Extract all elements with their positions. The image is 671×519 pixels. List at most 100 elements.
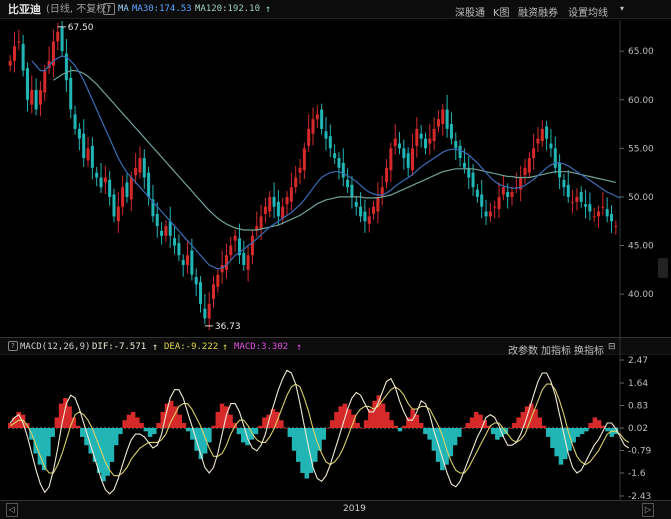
candle-down <box>609 213 614 222</box>
dea-arrow-icon: ↑ <box>222 342 229 353</box>
candle-up <box>259 216 263 229</box>
candle-down <box>147 172 151 197</box>
macd-bar-negative <box>550 428 555 448</box>
candle-down <box>34 90 38 110</box>
macd-bar-positive <box>516 417 521 428</box>
candle-down <box>462 162 466 168</box>
macd-bar-negative <box>101 428 106 482</box>
help-icon[interactable]: ? <box>103 3 115 15</box>
candle-up <box>536 138 540 144</box>
macd-bar-positive <box>401 425 407 428</box>
macd-bar-negative <box>253 428 259 435</box>
candle-up <box>389 148 393 171</box>
candle-up <box>501 187 505 195</box>
candle-down <box>566 184 570 197</box>
candle-down <box>506 192 510 197</box>
macd-bar-negative <box>495 428 500 440</box>
macd-bar-negative <box>147 428 153 437</box>
button-k-chart[interactable]: K图 <box>493 8 510 19</box>
candle-up <box>315 114 319 120</box>
candle-up <box>289 187 293 202</box>
macd-bar-positive <box>529 403 534 428</box>
candle-up <box>298 167 302 173</box>
candle-up <box>523 167 527 176</box>
button-set-ma[interactable]: 设置均线 <box>568 8 608 19</box>
candle-up <box>216 274 220 287</box>
macd-bar-negative <box>33 428 38 454</box>
chevron-down-icon[interactable]: ▾ <box>620 4 625 13</box>
candle-up <box>488 211 492 217</box>
dea-line <box>9 383 630 477</box>
macd-bar-negative <box>300 428 305 473</box>
macd-bar-negative <box>427 428 432 440</box>
macd-tick-label: -2.43 <box>628 492 651 500</box>
macd-bar-negative <box>431 428 437 451</box>
macd-bar-negative <box>571 428 576 443</box>
button-shenguotong[interactable]: 深股通 <box>455 8 485 19</box>
ma120-line <box>53 70 616 231</box>
candle-up <box>47 60 51 69</box>
candle-up <box>134 167 138 176</box>
macd-bar-negative <box>109 428 115 462</box>
candle-down <box>108 179 112 197</box>
macd-tick-label: -0.79 <box>628 446 652 456</box>
candle-down <box>423 138 427 149</box>
macd-bar-negative <box>198 428 204 460</box>
macd-bar-positive <box>512 423 517 428</box>
ma-prefix: MA <box>118 4 129 14</box>
candle-down <box>605 209 609 217</box>
year-label: 2019 <box>343 504 366 514</box>
scroll-right-button[interactable]: ▷ <box>642 503 654 517</box>
candle-up <box>12 46 17 61</box>
price-tick-label: 55.00 <box>628 144 654 154</box>
macd-bar-positive <box>228 414 233 428</box>
button-switch-indicator[interactable]: 换指标 <box>574 346 604 357</box>
macd-bar-negative <box>440 428 445 471</box>
macd-bar-positive <box>130 411 136 428</box>
candle-up <box>229 245 233 256</box>
dif-line <box>9 369 630 495</box>
candle-down <box>168 221 172 236</box>
candle-down <box>203 308 207 319</box>
macd-bar-positive <box>596 420 602 428</box>
candle-up <box>285 196 289 205</box>
button-add-indicator[interactable]: 加指标 <box>541 346 571 357</box>
candle-up <box>493 206 497 208</box>
candle-down <box>199 281 203 304</box>
scroll-left-button[interactable]: ◁ <box>6 503 18 517</box>
candle-up <box>38 90 42 105</box>
macd-bar-negative <box>397 428 403 432</box>
macd-bar-positive <box>478 414 483 428</box>
macd-bar-positive <box>211 425 216 428</box>
side-panel-handle[interactable] <box>658 258 668 278</box>
candle-up <box>575 196 579 202</box>
candle-down <box>25 68 29 100</box>
candle-down <box>77 128 81 139</box>
candle-down <box>584 204 588 207</box>
macd-help-icon[interactable]: ? <box>8 341 18 351</box>
macd-bar-positive <box>63 398 68 428</box>
macd-bar-negative <box>558 428 564 465</box>
macd-tick-label: -1.6 <box>628 469 646 479</box>
candle-up <box>597 211 601 217</box>
button-edit-params[interactable]: 改参数 <box>508 346 538 357</box>
macd-bar-positive <box>164 403 170 428</box>
candle-up <box>432 128 436 142</box>
macd-header <box>0 337 671 355</box>
macd-bar-negative <box>50 428 55 437</box>
macd-bar-positive <box>257 425 263 428</box>
candle-down <box>173 238 177 246</box>
collapse-icon[interactable]: ⊟ <box>608 342 616 352</box>
candle-down <box>454 141 458 149</box>
price-tick-label: 50.00 <box>628 193 654 203</box>
button-margin-trading[interactable]: 融资融券 <box>518 8 558 19</box>
candle-down <box>181 260 185 265</box>
macd-bar-positive <box>20 414 26 428</box>
candle-up <box>8 60 12 66</box>
stock-chart[interactable]: 65.00 60.00 55.00 50.00 45.00 40.00 67.50 36.73… <box>0 0 671 500</box>
macd-bar-positive <box>156 423 161 428</box>
macd-bar-positive <box>173 406 178 428</box>
macd-bar-positive <box>507 428 513 429</box>
macd-bar-negative <box>92 428 98 462</box>
macd-value: MACD:3.302 <box>234 342 289 352</box>
